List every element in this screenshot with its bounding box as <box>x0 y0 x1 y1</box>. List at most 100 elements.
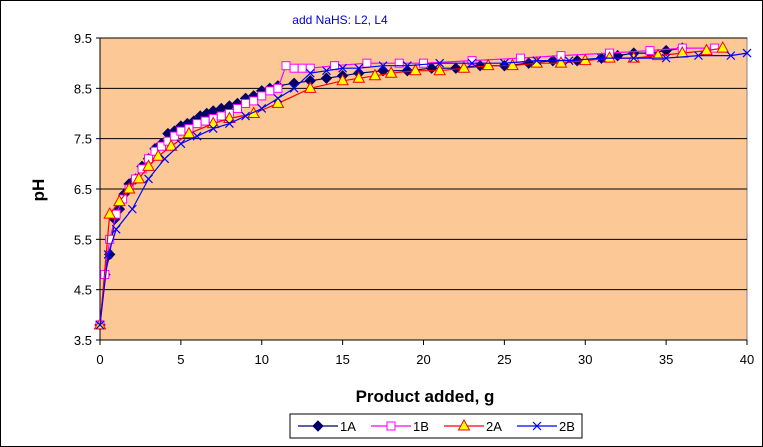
x-axis-ticks: 0 5 10 15 20 25 30 35 40 <box>96 340 754 367</box>
point-1B-23 <box>257 91 267 101</box>
point-2B-3 <box>127 204 137 214</box>
point-2B-12 <box>273 93 283 103</box>
point-2A-28 <box>651 48 665 61</box>
point-2A-5 <box>142 159 155 171</box>
legend-marker-2B <box>532 421 542 431</box>
x-axis-title: Product added, g <box>356 387 495 406</box>
point-2A-8 <box>182 126 196 139</box>
point-2B-26 <box>629 53 639 63</box>
point-2A-4 <box>132 171 146 184</box>
legend-label-2B: 2B <box>559 419 575 434</box>
point-2A-14 <box>336 73 349 86</box>
legend-marker-1B <box>386 421 396 431</box>
point-2B-4 <box>144 174 153 184</box>
point-1B-22 <box>249 96 259 106</box>
point-1A-41 <box>571 54 583 67</box>
point-2A-26 <box>603 51 616 63</box>
legend-item-1A: 1A <box>298 419 356 434</box>
point-2A-16 <box>368 68 382 81</box>
legend-label-1B: 1B <box>413 419 429 434</box>
legend-label-1A: 1A <box>340 419 356 434</box>
point-2A-20 <box>457 61 471 73</box>
legend-item-1B: 1B <box>371 419 429 434</box>
point-2B-24 <box>564 56 574 66</box>
x-tick-label-3: 15 <box>335 352 349 367</box>
point-2A-30 <box>700 43 713 56</box>
point-1B-31 <box>362 58 372 68</box>
point-2B-1 <box>103 250 113 259</box>
point-2B-11 <box>257 104 267 113</box>
point-2B-8 <box>208 124 218 134</box>
point-2B-5 <box>160 154 170 164</box>
point-2A-21 <box>481 58 495 71</box>
y-tick-label-2: 5.5 <box>74 232 92 247</box>
point-1B-40 <box>710 43 720 53</box>
point-1B-10 <box>156 141 166 151</box>
point-2A-12 <box>271 96 285 108</box>
legend-item-2B: 2B <box>517 419 575 434</box>
point-2B-30 <box>742 48 752 58</box>
legend-items: 1A 1B 2A 2B <box>298 418 575 434</box>
point-2B-14 <box>305 68 315 78</box>
point-1A-30 <box>320 72 333 84</box>
point-2B-15 <box>322 66 331 76</box>
point-1B-15 <box>192 119 202 129</box>
point-1B-34 <box>467 56 477 66</box>
point-2A-24 <box>554 56 568 68</box>
point-2B-10 <box>241 111 250 121</box>
point-1B-18 <box>216 111 226 121</box>
point-2B-0 <box>95 320 105 330</box>
point-1B-27 <box>289 63 299 73</box>
point-1B-24 <box>265 86 275 96</box>
point-1B-38 <box>645 46 655 56</box>
point-2B-17 <box>354 63 364 73</box>
point-2B-7 <box>192 131 202 141</box>
point-1B-35 <box>516 53 526 63</box>
y-axis-title: pH <box>29 179 48 202</box>
point-2B-19 <box>402 61 412 71</box>
point-2A-23 <box>530 56 544 68</box>
point-2B-20 <box>435 58 445 68</box>
point-1B-26 <box>281 61 291 71</box>
point-2B-6 <box>176 139 186 149</box>
point-2A-19 <box>433 63 447 76</box>
point-2A-7 <box>164 139 178 151</box>
point-1B-20 <box>232 103 242 113</box>
point-1B-32 <box>394 58 404 68</box>
y-tick-label-3: 6.5 <box>74 182 92 197</box>
y-axis-ticks: 3.5 4.5 5.5 6.5 7.5 8.5 9.5 <box>74 31 100 348</box>
series-2B <box>95 48 752 330</box>
point-2A-15 <box>352 71 366 83</box>
gridlines <box>100 37 747 341</box>
x-tick-label-0: 0 <box>96 352 103 367</box>
point-2A-2 <box>113 194 126 207</box>
point-2B-23 <box>532 56 542 66</box>
point-1B-29 <box>305 63 315 73</box>
point-2A-13 <box>303 81 317 93</box>
point-2A-31 <box>716 41 730 53</box>
point-1B-25 <box>273 83 283 93</box>
x-tick-label-7: 35 <box>659 352 673 367</box>
y-tick-label-6: 9.5 <box>74 31 92 46</box>
point-2B-16 <box>338 63 348 73</box>
point-1A-36 <box>450 62 462 74</box>
x-tick-label-6: 30 <box>578 352 592 367</box>
y-tick-label-4: 7.5 <box>74 132 92 147</box>
legend-item-2A: 2A <box>444 418 502 434</box>
series-group <box>93 41 752 331</box>
point-2B-25 <box>597 53 606 63</box>
point-2A-18 <box>409 63 422 76</box>
point-2B-18 <box>378 61 388 71</box>
point-1B-28 <box>297 63 307 73</box>
point-2B-29 <box>726 51 736 61</box>
y-tick-label-5: 8.5 <box>74 81 92 96</box>
y-tick-label-0: 3.5 <box>74 333 92 348</box>
point-2A-22 <box>506 58 519 71</box>
chart-title: add NaHS: L2, L4 <box>292 13 388 27</box>
point-1B-12 <box>169 131 179 141</box>
x-tick-label-1: 5 <box>177 352 184 367</box>
point-2B-9 <box>224 119 234 128</box>
point-1B-33 <box>419 58 428 68</box>
point-2B-27 <box>661 53 671 63</box>
point-1B-13 <box>176 126 186 136</box>
